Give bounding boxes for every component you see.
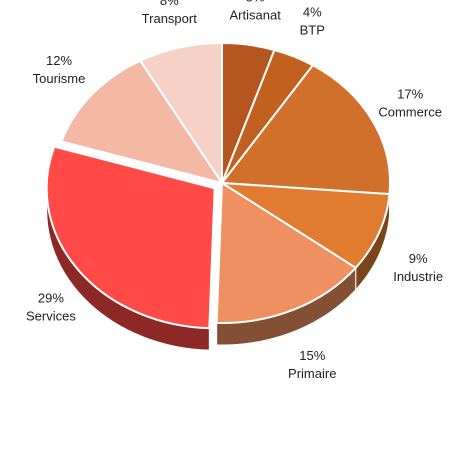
category-label: Tourisme xyxy=(33,71,86,86)
category-label: Primaire xyxy=(288,366,336,381)
value-label: 12% xyxy=(46,53,72,68)
slice xyxy=(220,63,391,196)
value-label: 17% xyxy=(397,86,423,101)
value-label: 4% xyxy=(303,5,322,20)
value-label: 15% xyxy=(299,348,325,363)
category-label: Transport xyxy=(142,11,198,26)
value-label: 9% xyxy=(409,251,428,266)
value-label: 5% xyxy=(246,0,265,5)
slice xyxy=(138,41,223,187)
category-label: Industrie xyxy=(393,269,443,284)
value-label: 8% xyxy=(160,0,179,8)
category-label: BTP xyxy=(300,23,325,38)
category-label: Commerce xyxy=(378,104,442,119)
slice xyxy=(60,59,225,185)
category-label: Artisanat xyxy=(230,8,282,23)
slice xyxy=(215,181,358,324)
value-label: 29% xyxy=(38,291,64,306)
slice xyxy=(45,145,216,330)
slice xyxy=(221,182,391,270)
category-label: Services xyxy=(26,309,76,324)
